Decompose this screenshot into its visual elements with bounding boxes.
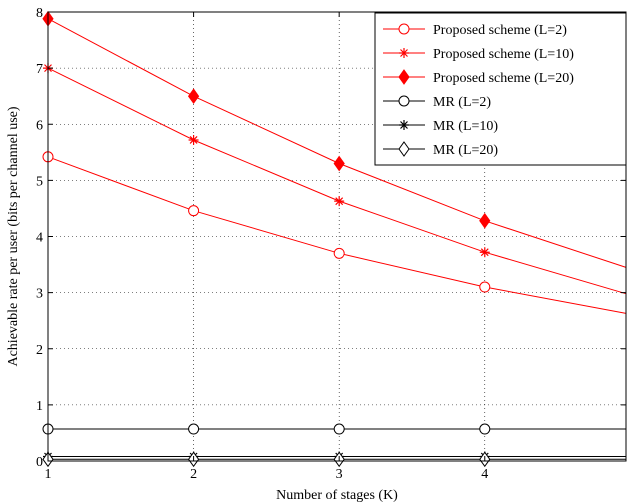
data-point [479, 212, 491, 229]
legend-item: MR (L=10) [383, 119, 498, 134]
y-tick-label: 4 [36, 231, 43, 246]
data-point [187, 88, 200, 105]
data-point [479, 423, 491, 435]
y-tick-label: 3 [36, 287, 43, 302]
series-group [42, 151, 627, 314]
x-tick-label: 3 [336, 467, 343, 482]
legend-label: MR (L=20) [433, 143, 498, 158]
legend-label: Proposed scheme (L=10) [433, 47, 574, 62]
series-group [42, 423, 626, 435]
data-point [398, 23, 410, 35]
y-tick-label: 8 [36, 6, 43, 21]
y-tick-label: 0 [36, 455, 43, 470]
y-axis-label: Achievable rate per user (bits per chann… [6, 106, 21, 366]
legend-item: MR (L=20) [383, 141, 498, 158]
x-tick-label: 2 [190, 467, 197, 482]
data-point [479, 281, 491, 293]
data-point [188, 205, 200, 217]
grid [48, 12, 626, 461]
y-tick-label: 1 [36, 399, 43, 414]
legend-label: MR (L=10) [433, 119, 498, 134]
data-point [333, 155, 345, 172]
data-point [398, 141, 410, 157]
data-point [479, 247, 490, 258]
legend-item: Proposed scheme (L=20) [383, 69, 574, 86]
data-point [188, 134, 199, 145]
series-group [42, 451, 626, 468]
legend-box [374, 12, 627, 166]
x-tick-label: 1 [45, 467, 52, 482]
data-point [398, 69, 410, 85]
y-tick-label: 2 [36, 343, 43, 358]
legend-item: Proposed scheme (L=2) [383, 23, 567, 38]
data-point [333, 423, 345, 435]
data-point [188, 423, 200, 435]
x-axis-label: Number of stages (K) [276, 488, 398, 503]
legend: Proposed scheme (L=2) Proposed scheme (L=… [374, 12, 627, 166]
y-tick-label: 7 [36, 62, 43, 77]
x-tick-label: 4 [481, 467, 488, 482]
y-tick-label: 6 [36, 118, 43, 133]
legend-label: Proposed scheme (L=20) [433, 71, 574, 86]
legend-item: MR (L=2) [383, 95, 491, 110]
data-point [399, 48, 409, 58]
data-point [398, 95, 410, 107]
legend-item: Proposed scheme (L=10) [383, 47, 574, 62]
y-tick-label: 5 [36, 174, 43, 189]
legend-label: MR (L=2) [433, 95, 491, 110]
legend-label: Proposed scheme (L=2) [433, 23, 567, 38]
data-point [333, 247, 345, 259]
data-point [334, 196, 345, 207]
data-point [399, 120, 409, 130]
